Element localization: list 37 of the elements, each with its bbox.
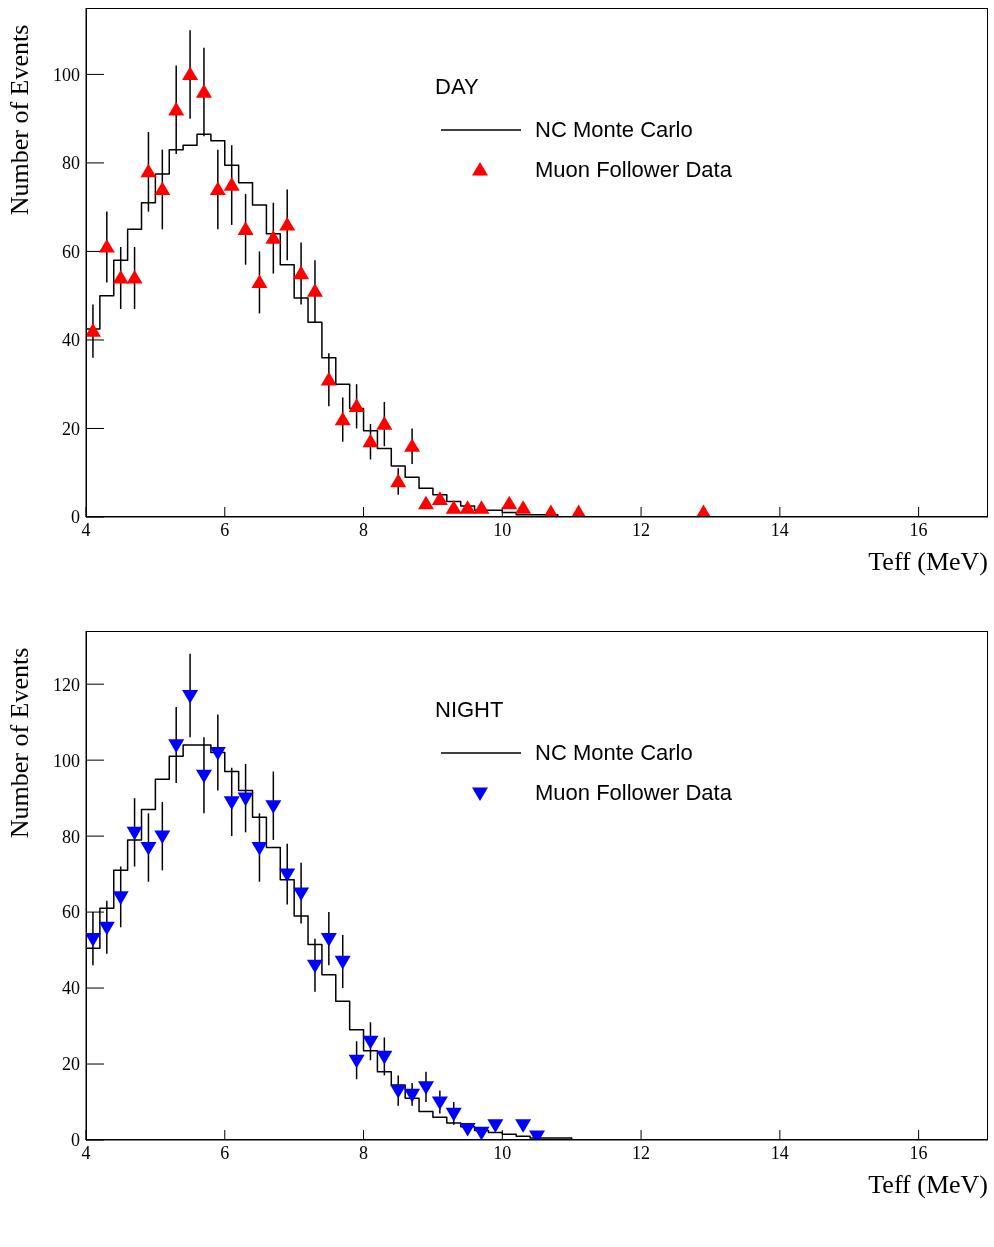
x-tick-label: 14 bbox=[770, 519, 789, 540]
y-tick-label: 40 bbox=[62, 978, 80, 999]
y-tick-label: 100 bbox=[53, 64, 80, 85]
y-tick-label: 0 bbox=[71, 507, 80, 528]
y-tick-label: 120 bbox=[53, 674, 80, 695]
x-tick-label: 10 bbox=[493, 1142, 512, 1163]
x-tick-label: 6 bbox=[220, 1142, 230, 1163]
x-tick-label: 14 bbox=[770, 1142, 789, 1163]
y-tick-label: 100 bbox=[53, 750, 80, 771]
y-tick-label: 0 bbox=[71, 1130, 80, 1151]
y-tick-label: 40 bbox=[62, 330, 80, 351]
y-axis-title: Number of Events bbox=[5, 647, 35, 839]
legend-label: Muon Follower Data bbox=[535, 780, 732, 806]
x-tick-label: 12 bbox=[632, 1142, 651, 1163]
y-tick-label: 80 bbox=[62, 826, 80, 847]
y-tick-label: 20 bbox=[62, 1054, 80, 1075]
x-tick-label: 8 bbox=[359, 1142, 369, 1163]
legend-label: NC Monte Carlo bbox=[535, 740, 693, 766]
legend-label: NC Monte Carlo bbox=[535, 117, 693, 143]
legend-title: NIGHT bbox=[435, 697, 505, 723]
y-tick-label: 80 bbox=[62, 153, 80, 174]
x-axis-title: Teff (MeV) bbox=[868, 547, 988, 577]
legend-label: Muon Follower Data bbox=[535, 157, 732, 183]
x-tick-label: 16 bbox=[909, 519, 928, 540]
x-tick-label: 4 bbox=[81, 1142, 91, 1163]
x-tick-label: 10 bbox=[493, 519, 512, 540]
y-tick-label: 60 bbox=[62, 241, 80, 262]
legend-title: DAY bbox=[435, 74, 480, 100]
x-axis-title: Teff (MeV) bbox=[868, 1170, 988, 1200]
y-axis-title: Number of Events bbox=[5, 24, 35, 216]
x-tick-label: 4 bbox=[81, 519, 91, 540]
x-tick-label: 12 bbox=[632, 519, 651, 540]
x-tick-label: 8 bbox=[359, 519, 369, 540]
y-tick-label: 60 bbox=[62, 902, 80, 923]
x-tick-label: 6 bbox=[220, 519, 230, 540]
y-tick-label: 20 bbox=[62, 418, 80, 439]
x-tick-label: 16 bbox=[909, 1142, 928, 1163]
